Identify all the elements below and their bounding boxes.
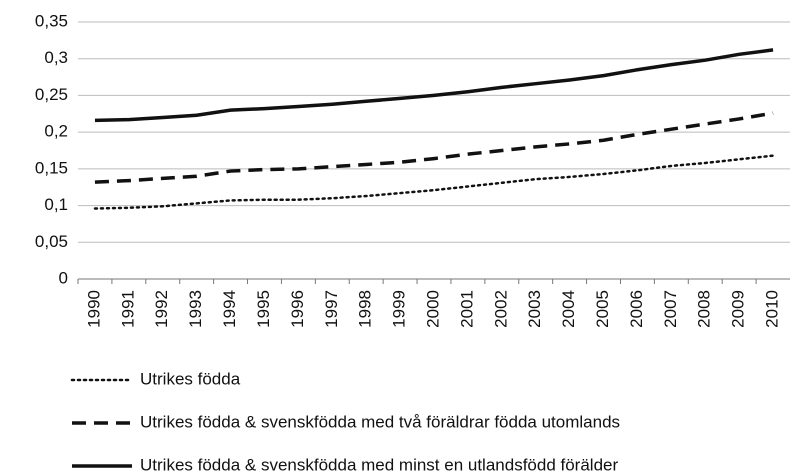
x-tick-label: 1997 bbox=[322, 290, 341, 328]
x-tick-label: 2000 bbox=[423, 290, 442, 328]
x-tick-label: 2006 bbox=[627, 290, 646, 328]
y-tick-label: 0,25 bbox=[35, 85, 68, 104]
x-tick-label: 2007 bbox=[661, 290, 680, 328]
x-tick-label: 1992 bbox=[152, 290, 171, 328]
series-line bbox=[94, 111, 774, 184]
x-tick-label: 2009 bbox=[729, 290, 748, 328]
x-tick-label: 2002 bbox=[491, 290, 510, 328]
x-tick-label: 2004 bbox=[559, 290, 578, 328]
y-tick-label: 0 bbox=[59, 268, 68, 287]
x-tick-label: 2005 bbox=[593, 290, 612, 328]
x-tick-label: 1994 bbox=[220, 290, 239, 328]
x-tick-label: 2003 bbox=[525, 290, 544, 328]
y-tick-label: 0,35 bbox=[35, 11, 68, 30]
series-line bbox=[94, 48, 774, 123]
x-tick-label: 1998 bbox=[356, 290, 375, 328]
y-tick-label: 0,1 bbox=[44, 195, 68, 214]
legend-label: Utrikes födda & svenskfödda med minst en… bbox=[140, 455, 618, 474]
y-tick-label: 0,05 bbox=[35, 232, 68, 251]
x-tick-label: 1990 bbox=[84, 290, 103, 328]
legend-label: Utrikes födda & svenskfödda med två förä… bbox=[140, 412, 620, 431]
x-tick-label: 2010 bbox=[763, 290, 782, 328]
y-tick-label: 0,15 bbox=[35, 158, 68, 177]
y-tick-label: 0,3 bbox=[44, 48, 68, 67]
x-tick-label: 1996 bbox=[288, 290, 307, 328]
series-line bbox=[93, 154, 775, 210]
x-tick-label: 1995 bbox=[254, 290, 273, 328]
legend-label: Utrikes födda bbox=[140, 369, 241, 388]
x-tick-label: 1993 bbox=[186, 290, 205, 328]
y-tick-label: 0,2 bbox=[44, 122, 68, 141]
x-tick-label: 2001 bbox=[457, 290, 476, 328]
x-tick-label: 1991 bbox=[118, 290, 137, 328]
x-tick-label: 1999 bbox=[390, 290, 409, 328]
x-tick-label: 2008 bbox=[695, 290, 714, 328]
